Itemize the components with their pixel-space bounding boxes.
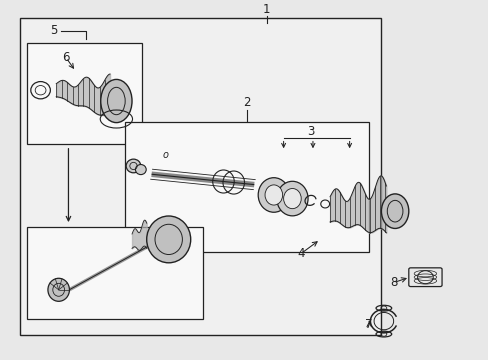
Ellipse shape <box>258 178 289 212</box>
Text: 7: 7 <box>365 318 372 330</box>
Text: 5: 5 <box>50 24 58 37</box>
Ellipse shape <box>381 194 408 229</box>
Text: o: o <box>162 150 168 160</box>
Ellipse shape <box>135 165 146 175</box>
Ellipse shape <box>146 216 190 263</box>
Text: 4: 4 <box>296 247 304 260</box>
Text: 3: 3 <box>306 125 314 138</box>
Ellipse shape <box>264 185 282 205</box>
Ellipse shape <box>283 189 301 209</box>
Text: 1: 1 <box>262 3 270 15</box>
Bar <box>27 43 142 144</box>
Text: 2: 2 <box>243 96 250 109</box>
Ellipse shape <box>101 80 132 123</box>
Ellipse shape <box>126 159 141 173</box>
Text: 8: 8 <box>389 276 397 289</box>
Ellipse shape <box>276 181 307 216</box>
Bar <box>27 227 203 319</box>
Bar <box>124 122 368 252</box>
Text: 6: 6 <box>62 51 70 64</box>
Bar <box>20 18 381 335</box>
Ellipse shape <box>48 278 69 301</box>
